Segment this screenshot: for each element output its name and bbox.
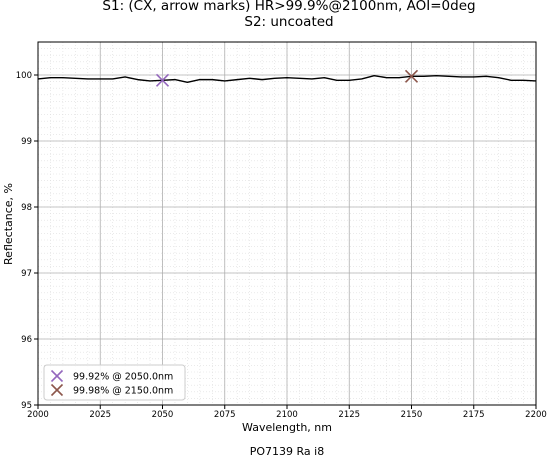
marker-stroke (50, 383, 64, 397)
y-tick-label: 96 (21, 335, 32, 345)
legend-label: 99.92% @ 2050.0nm (73, 372, 173, 383)
legend-label: 99.98% @ 2150.0nm (73, 386, 173, 397)
grid (37, 41, 537, 406)
marker-stroke (404, 69, 419, 83)
y-tick-label: 99 (21, 137, 32, 147)
x-tick-label: 2175 (463, 410, 485, 420)
marker-layer (155, 69, 419, 87)
series-layer (37, 74, 537, 83)
reflectance-series-line (37, 74, 537, 83)
y-tick-label: 98 (21, 203, 32, 213)
data-marker (404, 69, 419, 83)
plot-frame (37, 41, 537, 406)
chart-title-line-1: S1: (CX, arrow marks) HR>99.9%@2100nm, A… (102, 0, 475, 14)
legend-box (43, 364, 186, 401)
legend-marker (50, 383, 64, 397)
tick-layer: 2000 2025 2050 2075 2100 2125 2150 2175 2200 95 96… (16, 71, 547, 420)
y-tick-label: 95 (21, 401, 32, 411)
x-tick-label: 2100 (276, 410, 298, 420)
x-tick-label: 2125 (338, 410, 360, 420)
x-tick-label: 2200 (525, 410, 547, 420)
data-marker (155, 73, 170, 87)
chart-footer: PO7139 Ra i8 (250, 445, 324, 458)
x-tick-label: 2000 (27, 410, 49, 420)
marker-stroke (50, 369, 64, 383)
y-tick-label: 97 (21, 269, 32, 279)
y-axis-label: Reflectance, % (2, 183, 15, 265)
marker-stroke (155, 73, 170, 87)
y-tick-label: 100 (16, 71, 32, 81)
x-tick-label: 2075 (214, 410, 236, 420)
x-tick-label: 2150 (401, 410, 423, 420)
x-tick-label: 2025 (89, 410, 111, 420)
chart-title-line-2: S2: uncoated (244, 14, 333, 30)
x-axis-label: Wavelength, nm (242, 421, 332, 434)
legend: 99.92% @ 2050.0nm 99.98% @ 2150.0nm (43, 364, 186, 401)
x-tick-label: 2050 (152, 410, 174, 420)
legend-marker (50, 369, 64, 383)
